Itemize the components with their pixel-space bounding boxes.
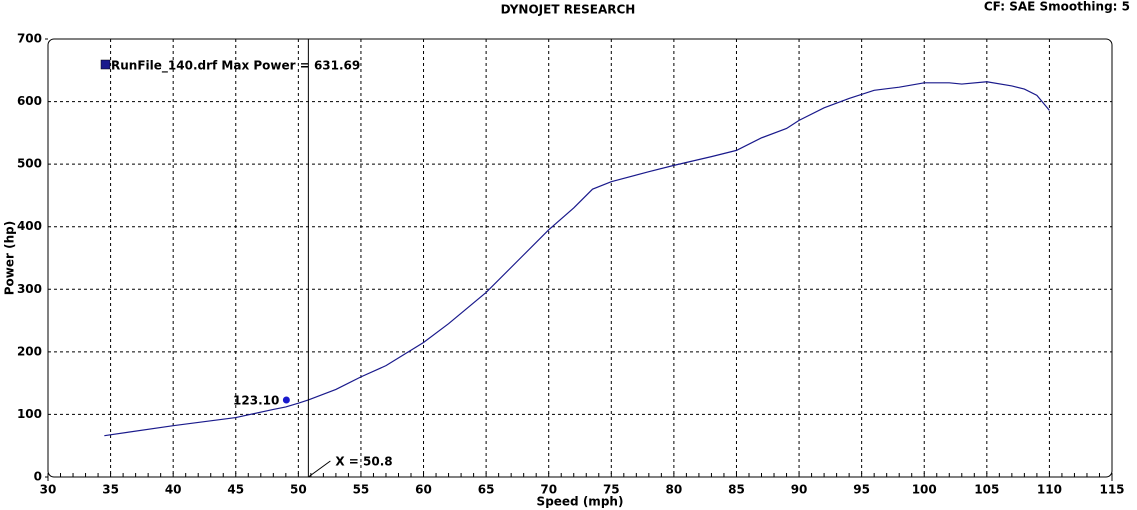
x-tick-label: 45 [227, 483, 244, 497]
y-tick-label: 300 [17, 282, 42, 296]
y-tick-label: 200 [17, 344, 42, 358]
x-tick-label: 35 [102, 483, 119, 497]
cursor-point [282, 396, 290, 404]
y-tick-label: 0 [34, 470, 42, 484]
chart-subtitle: CF: SAE Smoothing: 5 [984, 0, 1130, 14]
legend-swatch [100, 59, 111, 70]
x-tick-label: 70 [540, 483, 557, 497]
y-tick-label: 600 [17, 94, 42, 108]
legend-label: RunFile_140.drf Max Power = 631.69 [111, 59, 360, 74]
x-tick-label: 65 [478, 483, 495, 497]
y-tick-label: 500 [17, 157, 42, 171]
x-tick-label: 85 [728, 483, 745, 497]
x-tick-label: 90 [791, 483, 808, 497]
x-tick-label: 95 [853, 483, 870, 497]
cursor-leader [308, 460, 331, 478]
plot-frame [47, 38, 1113, 478]
y-tick-label: 100 [17, 407, 42, 421]
x-tick-label: 100 [912, 483, 937, 497]
x-tick-label: 50 [290, 483, 307, 497]
x-tick-label: 115 [1099, 483, 1124, 497]
x-tick-label: 60 [415, 483, 432, 497]
x-tick-label: 55 [353, 483, 370, 497]
cursor-value-label: 123.10 [233, 393, 279, 407]
y-axis-label: Power (hp) [3, 221, 17, 295]
x-tick-label: 80 [666, 483, 683, 497]
x-axis-label: Speed (mph) [537, 495, 624, 509]
y-tick-label: 400 [17, 219, 42, 233]
x-tick-label: 40 [165, 483, 182, 497]
chart-title: DYNOJET RESEARCH [501, 3, 636, 17]
x-tick-label: 75 [603, 483, 620, 497]
cursor-label: X = 50.8 [335, 455, 392, 469]
x-tick-label: 30 [40, 483, 57, 497]
y-tick-label: 700 [17, 32, 42, 46]
data-line [104, 81, 1050, 437]
x-tick-label: 110 [1037, 483, 1062, 497]
x-tick-label: 105 [974, 483, 999, 497]
